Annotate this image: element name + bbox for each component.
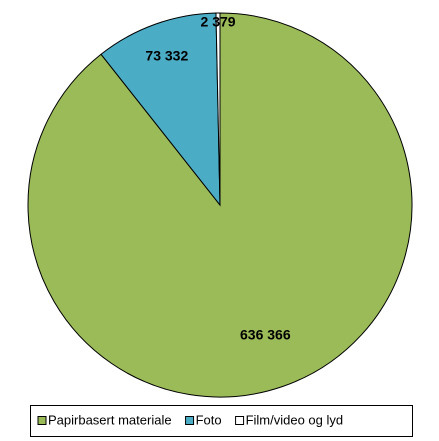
pie-slice [215,12,221,206]
legend-swatch [185,416,195,425]
legend-label: Film/video og lyd [246,412,344,427]
data-label: 636 366 [240,326,291,342]
legend-swatch [235,416,245,425]
legend-label: Papirbasert materiale [48,412,172,427]
pie-slice [100,12,221,207]
data-label: 2 379 [201,13,236,29]
legend-label: Foto [196,412,222,427]
legend-box [30,405,413,437]
data-label: 73 332 [145,48,188,64]
legend-swatch [37,416,47,425]
pie-slice [27,12,413,398]
